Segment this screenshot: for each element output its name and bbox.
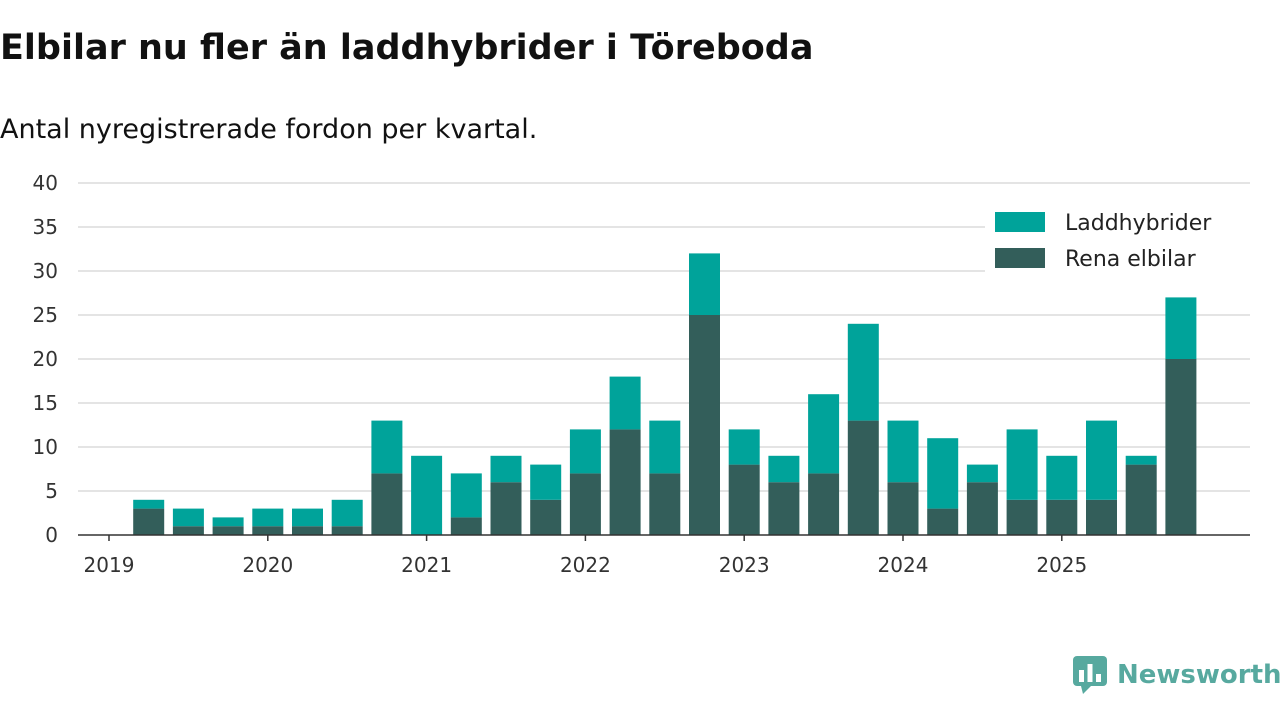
bar-rena-elbilar [569,473,601,535]
bar-rena-elbilar [1125,464,1157,535]
chart-subtitle: Antal nyregistrerade fordon per kvartal. [0,114,538,145]
bar-laddhybrider [609,376,641,430]
newsworthy-logo: Newsworthy [1073,656,1280,694]
bar-laddhybrider [1125,455,1157,465]
bar-laddhybrider [808,394,840,474]
y-tick-label: 30 [33,259,58,283]
x-tick-label: 2023 [719,553,770,577]
newsworthy-chart-bubble-icon [1073,656,1107,694]
bar-laddhybrider [450,473,482,518]
bar-rena-elbilar [609,429,641,535]
x-tick-label: 2021 [401,553,452,577]
bar-rena-elbilar [887,482,919,535]
bar-rena-elbilar [768,482,800,535]
x-tick-label: 2020 [242,553,293,577]
bar-rena-elbilar [966,482,998,535]
x-tick-label: 2019 [84,553,135,577]
bar-rena-elbilar [133,508,165,535]
bar-laddhybrider [569,429,601,474]
bar-laddhybrider [252,508,284,527]
bar-laddhybrider [292,508,323,527]
bar-laddhybrider [649,420,681,474]
bar-laddhybrider [966,464,998,483]
bar-rena-elbilar [649,473,681,535]
legend-label: Rena elbilar [1065,247,1197,272]
y-tick-label: 40 [33,171,58,195]
bar-laddhybrider [490,455,522,483]
x-tick-label: 2025 [1036,553,1087,577]
y-tick-label: 20 [33,347,58,371]
bar-rena-elbilar [450,517,482,535]
bar-laddhybrider [689,253,720,315]
bar-rena-elbilar [172,526,204,535]
bar-laddhybrider [331,499,363,527]
legend-swatch [995,248,1045,268]
bar-rena-elbilar [371,473,403,535]
bar-laddhybrider [1046,455,1078,500]
legend-label: Laddhybrider [1065,211,1212,236]
bar-rena-elbilar [490,482,522,535]
bar-rena-elbilar [292,526,323,535]
bar-rena-elbilar [847,420,879,535]
bar-laddhybrider [1086,420,1117,500]
bar-laddhybrider [887,420,919,483]
y-tick-label: 25 [33,303,58,327]
bar-rena-elbilar [1046,499,1078,535]
y-tick-label: 10 [33,435,58,459]
bar-rena-elbilar [1006,499,1038,535]
bar-rena-elbilar [252,526,284,535]
chart-title: Elbilar nu fler än laddhybrider i Törebo… [0,28,814,68]
bar-laddhybrider [172,508,204,527]
bar-rena-elbilar [1086,499,1117,535]
bar-laddhybrider [1165,297,1197,359]
bar-rena-elbilar [689,315,720,535]
bar-laddhybrider [927,438,959,509]
bar-rena-elbilar [808,473,840,535]
brand-name: Newsworthy [1117,660,1280,690]
y-tick-label: 0 [45,523,58,547]
bar-rena-elbilar [530,499,562,535]
bar-laddhybrider [847,323,879,421]
bar-laddhybrider [212,517,244,527]
bar-rena-elbilar [1165,359,1197,535]
y-tick-label: 35 [33,215,58,239]
bar-rena-elbilar [728,464,760,535]
bar-laddhybrider [768,455,800,483]
bar-laddhybrider [133,499,165,509]
x-tick-label: 2024 [878,553,929,577]
bar-laddhybrider [411,455,443,535]
y-tick-label: 15 [33,391,58,415]
bar-rena-elbilar [212,526,244,535]
bar-rena-elbilar [331,526,363,535]
bar-laddhybrider [1006,429,1038,500]
bar-rena-elbilar [927,508,959,535]
legend-swatch [995,212,1045,232]
bar-laddhybrider [728,429,760,465]
x-tick-label: 2022 [560,553,611,577]
bar-laddhybrider [530,464,562,500]
y-tick-label: 5 [45,479,58,503]
bar-laddhybrider [371,420,403,474]
